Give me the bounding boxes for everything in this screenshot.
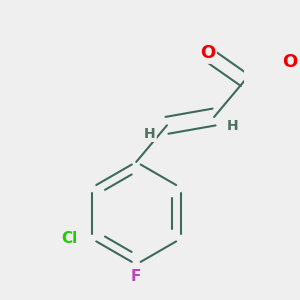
Text: O: O	[282, 53, 298, 71]
Text: Cl: Cl	[61, 231, 78, 246]
Text: F: F	[131, 269, 141, 284]
Text: H: H	[227, 118, 239, 133]
Text: H: H	[144, 127, 156, 141]
Text: O: O	[200, 44, 215, 62]
